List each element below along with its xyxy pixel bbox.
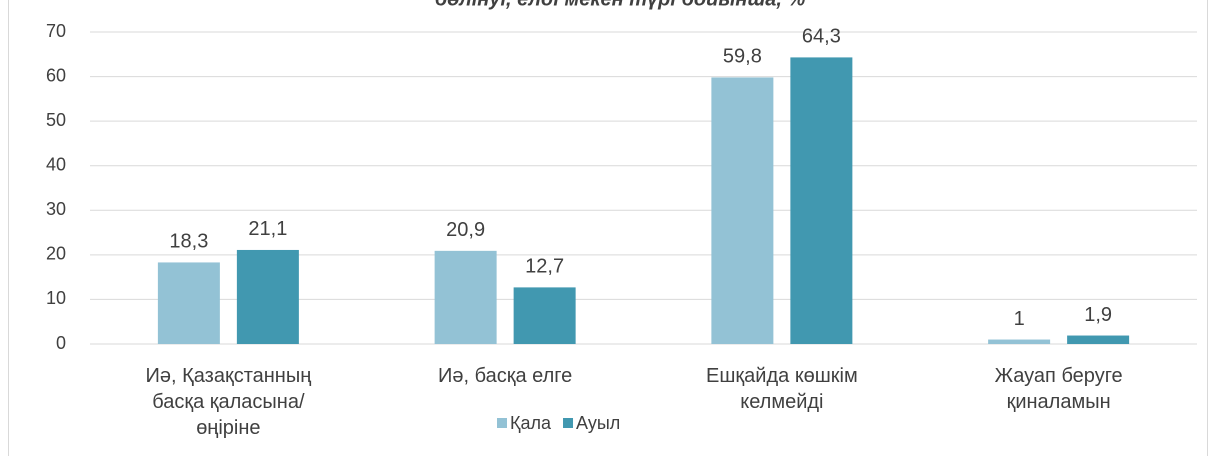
legend-label: Ауыл (576, 413, 620, 433)
x-tick-label: Иә, басқа елге (437, 365, 573, 387)
bar (988, 339, 1051, 344)
y-tick-label: 40 (46, 154, 66, 174)
chart-title: бөлінуі, елді мекен түрі бойынша, % (435, 0, 806, 10)
bar (236, 249, 299, 344)
y-tick-label: 60 (46, 65, 66, 85)
chart-border (8, 0, 1208, 456)
bar (790, 57, 853, 345)
value-label: 1,9 (1084, 304, 1112, 326)
x-tick-label: Жауап беруге қиналамын (994, 365, 1123, 413)
x-tick-label: Ешқайда көшкім келмейді (706, 365, 858, 413)
bar (711, 77, 774, 344)
value-label: 59,8 (723, 46, 762, 68)
value-label: 1 (1014, 308, 1025, 330)
y-tick-label: 20 (46, 244, 66, 264)
value-label: 20,9 (446, 219, 485, 241)
y-tick-label: 30 (46, 199, 66, 219)
x-tick-label: Иә, Қазақстанның басқа қаласына/өңіріне (145, 365, 312, 439)
y-tick-label: 50 (46, 110, 66, 130)
value-label: 64,3 (802, 26, 841, 48)
value-label: 21,1 (248, 218, 287, 240)
y-tick-label: 10 (46, 288, 66, 308)
y-tick-label: 70 (46, 21, 66, 41)
legend-label: Қала (510, 413, 552, 433)
bar (513, 287, 576, 344)
bar (1067, 335, 1130, 344)
bar (434, 250, 497, 344)
legend-swatch (563, 418, 574, 428)
bar (157, 262, 220, 344)
y-tick-label: 0 (56, 333, 66, 353)
legend-swatch (497, 418, 507, 428)
value-label: 12,7 (525, 256, 564, 278)
value-label: 18,3 (169, 231, 208, 253)
